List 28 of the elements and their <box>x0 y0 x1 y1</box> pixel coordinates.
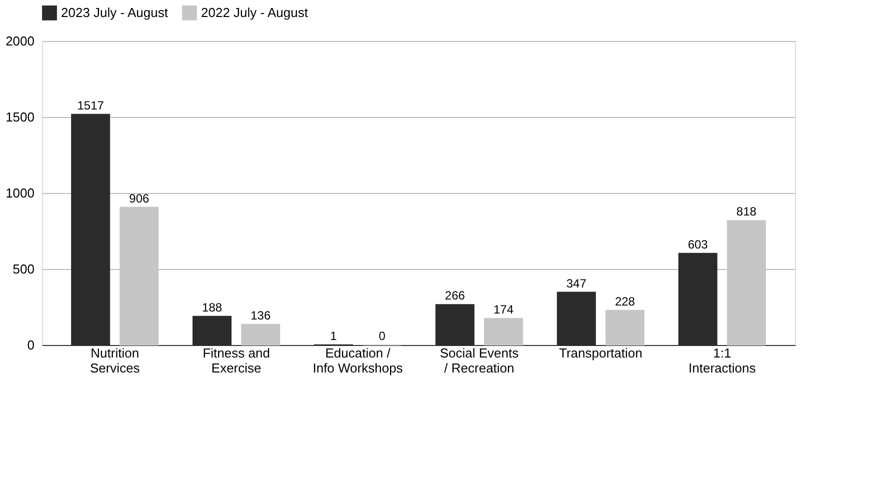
y-tick-label: 0 <box>27 338 34 352</box>
bar <box>605 310 644 346</box>
data-label: 0 <box>378 329 386 343</box>
data-label: 266 <box>444 288 466 303</box>
data-label: 603 <box>688 237 708 252</box>
y-tick-label: 500 <box>12 262 34 276</box>
x-tick-label: 1:1 Interactions <box>688 346 756 376</box>
data-label: 347 <box>566 276 587 290</box>
y-tick-label: 2000 <box>6 34 34 48</box>
x-tick-label: Social Events / Recreation <box>440 346 520 376</box>
bar <box>484 318 524 346</box>
data-label: 1 <box>330 328 338 343</box>
data-label: 228 <box>614 294 636 308</box>
data-label: 906 <box>129 191 150 206</box>
legend-label: 2022 July - August <box>201 4 308 20</box>
y-tick-label: 1000 <box>6 186 34 200</box>
bar <box>241 324 280 346</box>
legend-label: 2023 July - August <box>61 4 168 20</box>
x-tick-label: Transportation <box>559 346 642 360</box>
y-tick-label: 1500 <box>6 110 34 124</box>
x-tick-label: Nutrition Services <box>90 346 140 376</box>
data-label: 1517 <box>77 98 104 112</box>
x-tick-label: Education / Info Workshops <box>312 346 404 376</box>
x-tick-label: Fitness and Exercise <box>202 346 270 376</box>
data-label: 136 <box>250 308 271 322</box>
data-label: 188 <box>202 300 222 314</box>
data-label: 818 <box>736 204 757 219</box>
data-label: 174 <box>494 302 514 317</box>
